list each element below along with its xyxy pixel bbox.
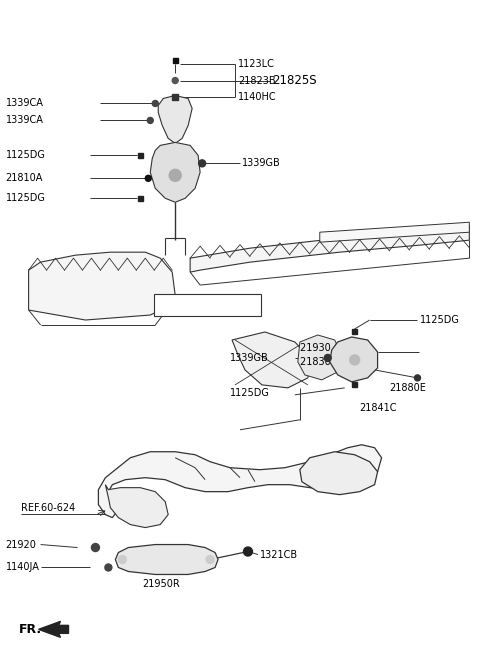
Polygon shape [106,485,168,527]
Bar [172,94,178,100]
Text: 1339GB: 1339GB [230,353,269,363]
Text: 1125DG: 1125DG [6,151,46,160]
Text: 1140JA: 1140JA [6,563,39,572]
Text: 21825S: 21825S [272,74,316,87]
Text: 21920: 21920 [6,540,36,550]
Polygon shape [158,96,192,143]
Text: 21823B: 21823B [238,75,276,86]
Circle shape [145,176,151,181]
Bar [138,153,143,158]
Text: 21841C: 21841C [360,403,397,413]
Circle shape [206,555,214,563]
Circle shape [415,375,420,381]
Circle shape [199,160,205,167]
Bar [352,329,357,335]
Text: 21950R: 21950R [142,580,180,590]
Text: 1125DG: 1125DG [230,388,270,398]
Polygon shape [190,225,469,272]
Polygon shape [29,252,175,320]
Circle shape [324,354,331,362]
Bar [352,383,357,387]
Text: 1321CB: 1321CB [260,550,298,559]
Circle shape [350,355,360,365]
Text: 1339CA: 1339CA [6,115,44,126]
Circle shape [91,544,99,552]
Polygon shape [300,452,378,495]
Circle shape [105,564,112,571]
Text: 21810A: 21810A [6,174,43,183]
Circle shape [152,100,158,107]
Text: FR.: FR. [19,623,42,636]
Text: 1125DG: 1125DG [420,315,459,325]
Text: 1140HC: 1140HC [238,92,276,102]
Polygon shape [38,622,69,637]
Text: 1123LC: 1123LC [238,58,275,69]
Polygon shape [330,337,378,382]
Text: 1339GB: 1339GB [242,159,281,168]
Text: 1339CA: 1339CA [6,98,44,109]
Circle shape [147,117,153,123]
Polygon shape [115,544,218,574]
Text: 21930 (M/T): 21930 (M/T) [300,343,359,353]
Text: 1125DG: 1125DG [6,193,46,203]
Text: 21830 (A/T): 21830 (A/T) [300,357,357,367]
Bar [138,196,143,201]
Text: REF.60-640: REF.60-640 [158,301,208,310]
Polygon shape [232,332,312,388]
Polygon shape [98,445,382,517]
Circle shape [172,77,178,84]
Text: 21880E: 21880E [390,383,426,393]
Polygon shape [298,335,342,380]
Circle shape [243,547,252,556]
Polygon shape [320,222,469,242]
Circle shape [119,555,126,563]
Text: REF.60-624: REF.60-624 [21,502,75,513]
Polygon shape [150,142,200,202]
Bar [173,58,178,63]
Circle shape [169,170,181,181]
FancyBboxPatch shape [154,294,261,316]
